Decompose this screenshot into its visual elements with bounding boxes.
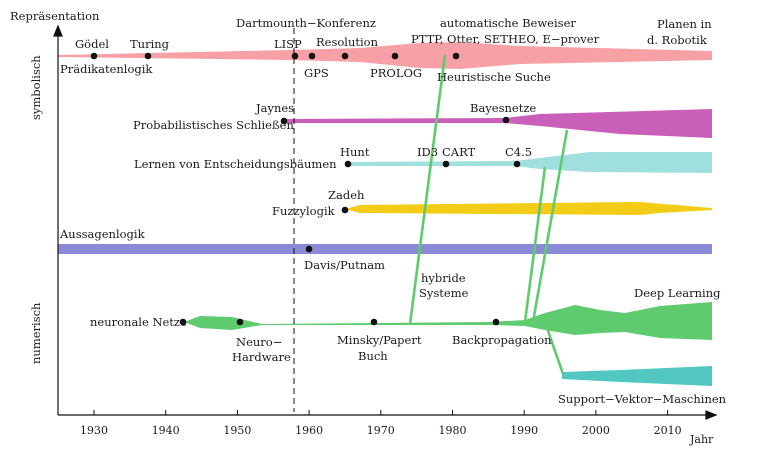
marker-gps	[308, 52, 316, 60]
label-id3: ID3	[417, 145, 438, 159]
hybrid-line-4	[543, 321, 565, 375]
marker-heuristic-search	[452, 52, 460, 60]
label-hybrid-1: hybride	[421, 271, 466, 285]
x-tick-label-1990: 1990	[510, 424, 538, 437]
label-deep-learning: Deep Learning	[634, 286, 721, 300]
marker-neural-nets	[179, 318, 187, 326]
label-fuzzy: Fuzzylogik	[272, 204, 336, 218]
marker-id3-cart	[442, 160, 450, 168]
x-tick-label-1970: 1970	[367, 424, 395, 437]
label-dartmouth: Dartmounth−Konferenz	[236, 16, 376, 30]
hybrid-line-1	[408, 54, 447, 325]
label-predicate-logic: Prädikatenlogik	[60, 62, 153, 76]
axes	[53, 24, 718, 420]
marker-jaynes	[280, 117, 288, 125]
marker-minsky-papert	[370, 318, 378, 326]
label-propositional-logic: Aussagenlogik	[59, 227, 146, 241]
label-gps: GPS	[304, 66, 329, 80]
label-lisp: LISP	[274, 37, 302, 51]
event-markers	[90, 52, 521, 326]
marker-backprop	[492, 318, 500, 326]
x-tick-label-1940: 1940	[152, 424, 180, 437]
y-label-numeric: numerisch	[29, 302, 43, 364]
label-planning-1: Planen in	[657, 17, 712, 31]
marker-lisp	[291, 52, 299, 60]
labels: Repräsentation symbolisch numerisch Jahr…	[10, 9, 727, 446]
neural-band	[184, 302, 712, 340]
marker-goedel	[90, 52, 98, 60]
fuzzy-band	[345, 202, 712, 215]
y-axis-title: Repräsentation	[10, 9, 100, 23]
label-cart: CART	[442, 145, 476, 159]
marker-neuro-hardware	[236, 318, 244, 326]
label-decision-trees: Lernen von Entscheidungsbäumen	[134, 157, 337, 171]
label-hybrid-2: Systeme	[419, 286, 469, 300]
label-davis-putnam: Davis/Putnam	[304, 258, 385, 272]
x-axis-arrow	[705, 410, 718, 420]
marker-zadeh	[341, 206, 349, 214]
label-hunt: Hunt	[340, 145, 370, 159]
y-axis-arrow	[53, 24, 63, 37]
hybrid-line-3	[531, 129, 569, 323]
marker-c45	[513, 160, 521, 168]
label-jaynes: Jaynes	[255, 101, 294, 115]
label-goedel: Gödel	[75, 37, 109, 51]
marker-turing	[144, 52, 152, 60]
x-tick-label-2000: 2000	[582, 424, 610, 437]
decision-tree-band	[348, 152, 712, 173]
hybrid-connectors	[408, 54, 569, 375]
label-neuro-hardware-2: Hardware	[232, 350, 291, 364]
label-neural-networks: neuronale Netze	[90, 315, 187, 329]
marker-davis-putnam	[305, 245, 313, 253]
x-axis-unit: Jahr	[689, 433, 714, 446]
label-planning-2: d. Robotik	[647, 33, 708, 47]
svm-band	[562, 366, 712, 386]
marker-resolution	[341, 52, 349, 60]
label-turing: Turing	[130, 37, 170, 51]
marker-prolog	[391, 52, 399, 60]
label-bayes: Bayesnetze	[470, 101, 536, 115]
hybrid-line-2	[523, 166, 547, 323]
propositional-band	[58, 244, 712, 254]
x-tick-label-2010: 2010	[654, 424, 682, 437]
label-provers-list: PTTP, Otter, SETHEO, E−prover	[411, 32, 600, 46]
x-axis-ticks	[93, 410, 669, 415]
label-c45: C4.5	[505, 145, 532, 159]
x-tick-label-1960: 1960	[295, 424, 323, 437]
marker-bayes	[502, 116, 510, 124]
marker-hunt	[344, 160, 352, 168]
label-minsky-papert-2: Buch	[358, 349, 388, 363]
label-svm: Support−Vektor−Maschinen	[558, 392, 727, 406]
symbolic-band	[58, 42, 712, 69]
label-prolog: PROLOG	[370, 66, 422, 80]
probabilistic-band	[284, 109, 712, 138]
label-heuristic-search: Heuristische Suche	[437, 70, 551, 84]
label-neuro-hardware-1: Neuro−	[236, 335, 282, 349]
label-minsky-papert-1: Minsky/Papert	[337, 333, 422, 347]
x-tick-label-1950: 1950	[223, 424, 251, 437]
x-tick-label-1980: 1980	[439, 424, 467, 437]
label-automatic-provers: automatische Beweiser	[440, 16, 576, 30]
label-backprop: Backpropagation	[452, 333, 552, 347]
y-label-symbolic: symbolisch	[29, 55, 43, 120]
label-zadeh: Zadeh	[328, 188, 365, 202]
label-probabilistic-reasoning: Probabilistisches Schließen	[133, 118, 294, 132]
label-resolution: Resolution	[316, 35, 379, 49]
x-tick-label-1930: 1930	[80, 424, 108, 437]
